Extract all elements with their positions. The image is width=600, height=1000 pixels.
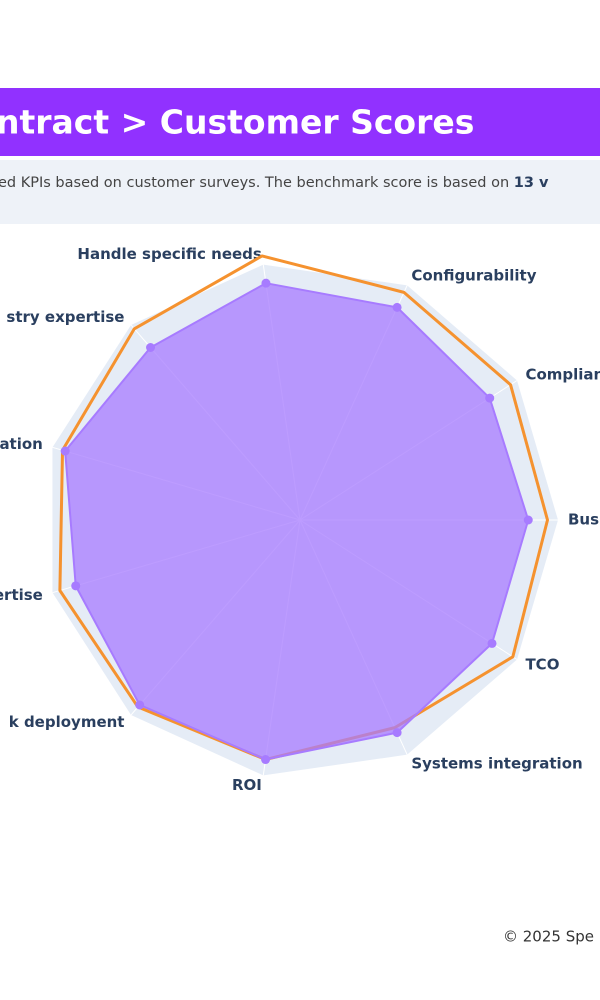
point [523,515,533,525]
subtitle-text: ed KPIs based on customer surveys. The b… [0,175,514,191]
subtitle: ed KPIs based on customer surveys. The b… [0,175,549,191]
axis-label: ROI [232,776,262,794]
axis-label: Complian [525,366,600,384]
point [392,728,402,738]
axis-label: stry expertise [6,308,124,326]
point [261,278,271,288]
series-area [64,282,530,761]
point [135,700,145,710]
point [71,581,81,591]
point [261,755,271,765]
axis-label: Busi [568,511,600,529]
axis-label: TCO [525,655,559,673]
point [392,302,402,312]
subtitle-bold: 13 v [514,175,549,191]
title: ntract > Customer Scores [0,103,474,142]
axis-label: Systems integration [411,754,582,772]
radar-plot: Busi Complian Configurability Handle specif… [0,245,600,794]
axis-label: ertise [0,586,43,604]
point [487,638,497,648]
point [485,393,495,403]
axis-label: k deployment [9,713,125,731]
point [60,446,70,456]
subtitle-band [0,160,600,224]
point [146,343,156,353]
title-bar [0,88,600,156]
footer: © 2025 Spe [503,928,594,946]
axis-label: ation [0,435,43,453]
axis-label: Handle specific needs [77,245,261,263]
axis-label: Configurability [411,267,536,285]
